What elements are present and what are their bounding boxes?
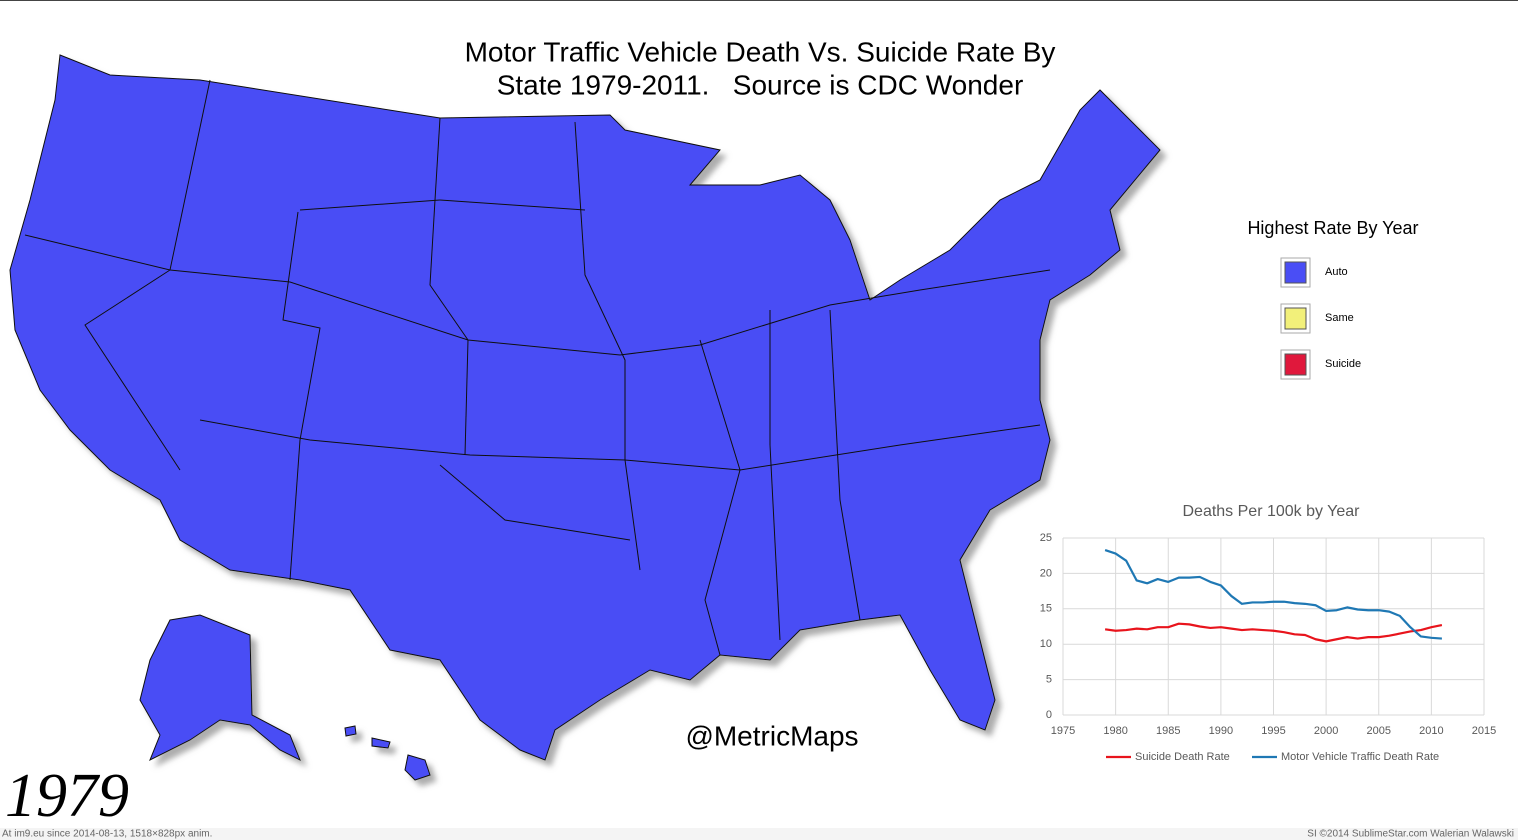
alaska xyxy=(139,614,301,762)
legend-label: Motor Vehicle Traffic Death Rate xyxy=(1281,751,1439,763)
chart-title: Deaths Per 100k by Year xyxy=(1182,503,1360,520)
legend-label: Auto xyxy=(1325,266,1348,278)
year-label: 1979 xyxy=(5,762,129,830)
y-tick-label: 20 xyxy=(1040,567,1052,579)
footer-right: SI ©2014 SublimeStar.com Walerian Walaws… xyxy=(1307,829,1514,840)
hawaii xyxy=(371,737,391,749)
y-tick-label: 0 xyxy=(1046,709,1052,721)
legend-swatch xyxy=(1284,307,1307,330)
hawaii xyxy=(344,725,357,737)
state-line xyxy=(84,79,211,471)
y-tick-label: 10 xyxy=(1040,638,1052,650)
footer-bar xyxy=(0,828,1518,840)
line-chart: 0 5 10 15 20 25 1975 1980 1985 1990 1995 2000 2005 20… xyxy=(1040,532,1496,763)
legend-label: Same xyxy=(1325,312,1354,324)
y-tick-label: 25 xyxy=(1040,532,1052,544)
legend-label: Suicide xyxy=(1325,358,1361,370)
state-line xyxy=(299,199,441,211)
state-line xyxy=(574,121,641,571)
series-line xyxy=(1104,622,1443,643)
footer-left: At im9.eu since 2014-08-13, 1518×828px a… xyxy=(2,829,212,840)
x-tick-label: 1995 xyxy=(1261,725,1285,737)
y-tick-label: 5 xyxy=(1046,674,1052,686)
x-tick-label: 2015 xyxy=(1472,725,1496,737)
x-tick-label: 2000 xyxy=(1314,725,1338,737)
title-line: State 1979-2011. Source is CDC Wonder xyxy=(497,69,1024,100)
state-lines xyxy=(24,79,1051,656)
title-line: Motor Traffic Vehicle Death Vs. Suicide … xyxy=(465,36,1056,67)
legend-title: Highest Rate By Year xyxy=(1247,218,1418,238)
state-line xyxy=(429,117,469,456)
watermark: @MetricMaps xyxy=(685,720,858,751)
x-tick-label: 1975 xyxy=(1051,725,1075,737)
x-tick-label: 1990 xyxy=(1209,725,1233,737)
x-tick-label: 2010 xyxy=(1419,725,1443,737)
legend-label: Suicide Death Rate xyxy=(1135,751,1230,763)
state-line xyxy=(24,234,1051,356)
state-line xyxy=(769,310,781,641)
x-tick-label: 1980 xyxy=(1103,725,1127,737)
legend: Auto Same Suicide xyxy=(1280,257,1361,380)
legend-swatch xyxy=(1284,353,1307,376)
us-map xyxy=(9,54,1161,781)
x-tick-label: 2005 xyxy=(1367,725,1391,737)
series-line xyxy=(1104,548,1442,640)
state-line xyxy=(439,199,586,211)
state-line xyxy=(829,309,861,621)
legend-swatch xyxy=(1284,261,1307,284)
state-line xyxy=(439,464,631,541)
hawaii xyxy=(404,754,431,781)
state-line xyxy=(699,339,741,656)
state-line xyxy=(282,211,321,581)
x-tick-label: 1985 xyxy=(1156,725,1180,737)
lower-48 xyxy=(9,54,1161,761)
y-tick-label: 15 xyxy=(1040,603,1052,615)
